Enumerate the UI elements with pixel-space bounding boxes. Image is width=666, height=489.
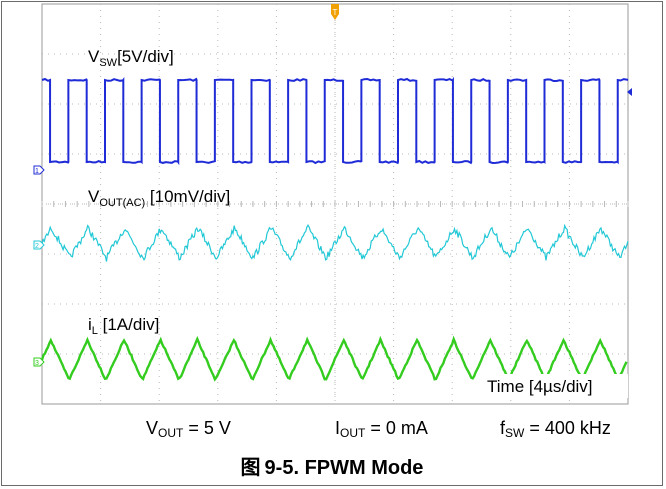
trigger-level-icon: [627, 88, 632, 96]
timebase-label: Time [4µs/div]: [487, 377, 593, 396]
figure-caption: 图 9-5. FPWM Mode: [0, 451, 664, 480]
channel-ground-marker-label: 3: [35, 360, 39, 367]
channel-ground-marker-icon: [33, 357, 45, 367]
vsw-trace: [41, 76, 629, 166]
channel-ground-marker-icon: [33, 240, 45, 250]
oscilloscope-plot: T VSW[5V/div] 1 VOUT(AC) [10mV/div] 2 iL [1A/…: [33, 3, 632, 405]
channel-ground-marker-label: 1: [35, 168, 39, 175]
il-trace: [40, 335, 628, 382]
vout-ac-trace: [41, 223, 629, 262]
channel-label-2: VOUT(AC) [10mV/div]: [88, 187, 230, 209]
vout-condition: VOUT = 5 V: [146, 418, 231, 440]
trigger-marker-icon: [331, 4, 339, 20]
channel-ground-marker-label: 2: [35, 243, 39, 250]
caption-prefix: 图: [240, 457, 261, 479]
fsw-condition: fSW = 400 kHz: [500, 418, 611, 440]
caption-text: 9-5. FPWM Mode: [264, 457, 424, 479]
channel-ground-marker-icon: [33, 165, 45, 175]
channel-label-3: iL [1A/div]: [88, 315, 159, 337]
trigger-marker-label: T: [333, 8, 338, 17]
timebase-background: [483, 374, 628, 398]
iout-condition: IOUT = 0 mA: [335, 418, 428, 440]
channel-label-1: VSW[5V/div]: [88, 47, 174, 69]
